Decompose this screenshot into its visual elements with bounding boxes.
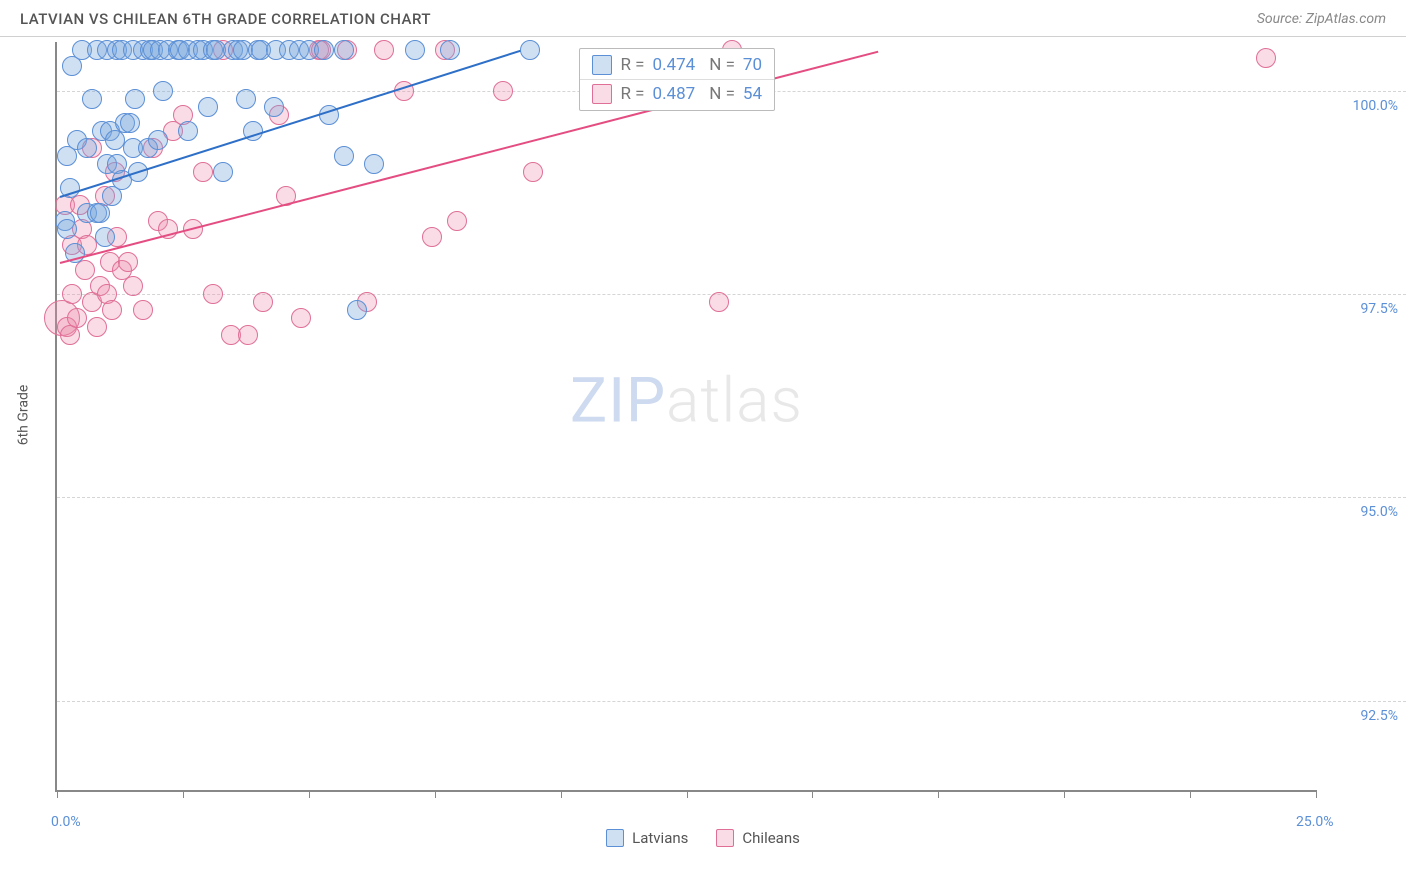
x-tick <box>1064 790 1065 798</box>
x-tick <box>687 790 688 798</box>
point-chilean <box>123 276 143 296</box>
stats-r-label: R = <box>620 84 644 104</box>
point-latvian <box>347 300 367 320</box>
legend-swatch-chileans <box>716 829 734 847</box>
point-chilean <box>493 81 513 101</box>
point-chilean <box>133 300 153 320</box>
point-latvian <box>334 146 354 166</box>
point-latvian <box>178 121 198 141</box>
gridline <box>57 497 1406 498</box>
stats-row-chilean: R = 0.487 N = 54 <box>580 79 774 106</box>
point-chilean <box>447 211 467 231</box>
legend-item-latvians: Latvians <box>606 829 688 847</box>
stats-n-label: N = <box>709 55 735 75</box>
chart-header: LATVIAN VS CHILEAN 6TH GRADE CORRELATION… <box>0 0 1406 37</box>
point-latvian <box>153 81 173 101</box>
point-latvian <box>314 40 334 60</box>
stats-row-latvian: R = 0.474 N = 70 <box>580 53 774 77</box>
x-tick <box>812 790 813 798</box>
y-axis-label-wrap: 6th Grade <box>8 37 38 792</box>
x-tick <box>435 790 436 798</box>
y-tick-label: 100.0% <box>1353 98 1398 114</box>
point-chilean <box>253 292 273 312</box>
legend-bar: Latvians Chileans <box>0 829 1406 847</box>
point-chilean <box>709 292 729 312</box>
point-latvian <box>57 219 77 239</box>
point-latvian <box>236 89 256 109</box>
chart-title: LATVIAN VS CHILEAN 6TH GRADE CORRELATION… <box>20 10 431 28</box>
gridline <box>57 701 1406 702</box>
point-latvian <box>334 40 354 60</box>
y-tick-label: 95.0% <box>1360 504 1398 520</box>
point-latvian <box>364 154 384 174</box>
legend-label-chileans: Chileans <box>742 829 799 847</box>
chart-container: 6th Grade ZIPatlas 92.5%95.0%97.5%100.0%… <box>0 37 1406 877</box>
point-chilean <box>1256 48 1276 68</box>
y-tick-label: 97.5% <box>1360 301 1398 317</box>
chart-source: Source: ZipAtlas.com <box>1257 11 1386 27</box>
stats-n-label: N = <box>709 84 735 104</box>
point-chilean <box>422 227 442 247</box>
stats-n-value: 54 <box>743 84 762 104</box>
point-latvian <box>520 40 540 60</box>
plot-area: ZIPatlas 92.5%95.0%97.5%100.0%0.0%25.0%R… <box>55 42 1316 792</box>
point-chilean <box>291 308 311 328</box>
point-latvian <box>148 130 168 150</box>
point-latvian <box>82 89 102 109</box>
point-chilean <box>523 162 543 182</box>
legend-label-latvians: Latvians <box>632 829 688 847</box>
legend-swatch-latvians <box>606 829 624 847</box>
x-tick <box>309 790 310 798</box>
point-latvian <box>405 40 425 60</box>
point-latvian <box>125 89 145 109</box>
x-tick <box>1316 790 1317 798</box>
x-tick <box>1190 790 1191 798</box>
point-chilean <box>118 252 138 272</box>
point-chilean <box>193 162 213 182</box>
point-chilean <box>374 40 394 60</box>
x-tick-label: 0.0% <box>51 814 81 830</box>
point-chilean <box>203 284 223 304</box>
x-tick <box>183 790 184 798</box>
stats-swatch <box>592 84 612 104</box>
point-chilean <box>87 317 107 337</box>
point-chilean <box>62 284 82 304</box>
x-tick <box>938 790 939 798</box>
point-latvian <box>90 203 110 223</box>
x-tick <box>57 790 58 798</box>
point-chilean <box>238 325 258 345</box>
stats-box: R = 0.474 N = 70 R = 0.487 N = 54 <box>579 48 775 111</box>
y-tick-label: 92.5% <box>1360 708 1398 724</box>
stats-swatch <box>592 55 612 75</box>
y-axis-label: 6th Grade <box>15 384 31 445</box>
stats-r-value: 0.474 <box>653 55 696 75</box>
watermark-zip: ZIP <box>570 365 666 438</box>
point-latvian <box>213 162 233 182</box>
stats-r-value: 0.487 <box>653 84 696 104</box>
point-latvian <box>95 227 115 247</box>
point-latvian <box>440 40 460 60</box>
watermark-atlas: atlas <box>666 365 803 438</box>
stats-n-value: 70 <box>743 55 762 75</box>
watermark: ZIPatlas <box>570 365 803 438</box>
point-latvian <box>198 97 218 117</box>
point-latvian <box>264 97 284 117</box>
legend-item-chileans: Chileans <box>716 829 799 847</box>
point-chilean <box>102 300 122 320</box>
point-latvian <box>77 138 97 158</box>
point-latvian <box>120 113 140 133</box>
x-tick <box>561 790 562 798</box>
point-chilean <box>67 308 87 328</box>
x-tick-label: 25.0% <box>1296 814 1334 830</box>
stats-r-label: R = <box>620 55 644 75</box>
